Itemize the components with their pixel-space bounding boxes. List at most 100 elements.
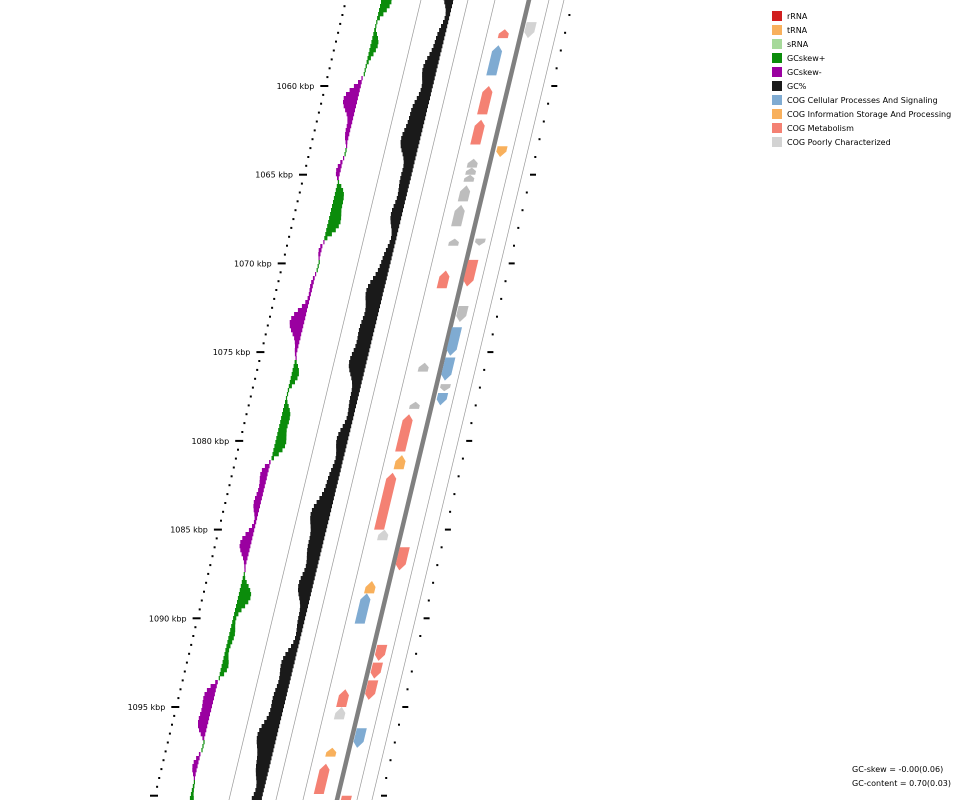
gc-content-bar [325,484,337,489]
gc-skew-negative-bar [203,696,214,701]
position-ticks [150,5,571,797]
gene-arrow [465,167,477,175]
gc-content-bar [349,400,357,405]
gc-content-bar [361,320,377,325]
gc-skew-negative-bar [255,496,262,501]
gene-feature [524,22,537,39]
minor-tick [232,466,235,469]
gc-skew-positive-bar [278,428,287,433]
inner-tick [483,368,486,371]
gc-content-bar [347,412,355,417]
stats-panel: GC-skew = -0.00(0.06) GC-content = 0.70(… [852,763,951,791]
gc-skew-negative-bar [294,340,300,345]
inner-tick [496,315,498,318]
gc-skew-positive-bar [275,440,287,445]
gc-content-bar [444,0,453,5]
gc-content-bar [402,152,417,157]
minor-tick [313,129,316,132]
gc-skew-positive-bar [284,404,289,409]
gc-skew-negative-bar [254,512,258,517]
gc-skew-positive-bar [272,452,279,457]
minor-tick [203,590,205,593]
legend: rRNA tRNA sRNA GCskew+ GCskew- GC% COG Cellula… [772,9,951,149]
minor-tick [305,164,308,167]
gene-feature [486,45,503,76]
gc-skew-negative-bar [245,532,254,537]
inner-tick [381,794,387,797]
gc-content-bar [400,176,411,181]
gc-skew-positive-bar [233,616,237,621]
gc-content-bar [422,80,434,85]
gc-content-bar [261,724,280,729]
inner-tick [487,351,494,354]
gc-content-bar [356,340,372,345]
gene-arrow [325,747,337,757]
track-guide-lines [228,0,565,800]
inner-tick [385,777,388,779]
gene-arrow [496,146,508,157]
gc-skew-positive-bar [365,64,367,69]
inner-tick [508,262,515,265]
gc-skew-positive-bar [334,192,344,197]
gene-feature [336,689,349,708]
gc-content-bar [431,48,442,53]
minor-tick [158,777,161,779]
gc-content-bar [255,768,269,773]
gene-feature [497,29,509,39]
gene-arrow [440,384,451,392]
gc-skew-negative-bar [347,116,354,121]
gc-skew-negative-bar [353,84,361,89]
minor-tick [185,661,188,664]
gc-skew-negative-bar [297,308,307,313]
position-label: 1085 kbp [170,526,208,535]
gc-skew-negative-bar [310,284,313,289]
gene-arrow [365,680,379,700]
gc-skew-positive-bar [190,792,194,797]
gc-skew-negative-bar [335,172,340,177]
gc-skew-negative-bar [258,488,264,493]
gc-skew-positive-bar [229,632,235,637]
minor-tick [245,413,248,416]
gc-skew-positive-bar [329,216,342,221]
gc-content-bar [422,68,437,73]
gc-content-bar [307,544,323,549]
gc-skew-negative-bar [345,140,348,145]
gc-content-bar [328,476,339,481]
minor-tick [343,5,346,8]
legend-label: GCskew+ [787,53,826,63]
gc-skew-negative-bar [202,700,213,705]
inner-tick [393,741,396,744]
gc-content-bar [357,336,373,341]
inner-tick [538,138,541,141]
major-tick [256,351,265,354]
gene-arrow [408,401,420,409]
gc-skew-positive-bar [318,260,320,265]
gc-content-bar [279,676,291,681]
gene-feature [446,327,462,356]
gene-feature [451,204,465,227]
legend-item: tRNA [772,23,951,37]
inner-tick [521,209,524,212]
inner-tick [436,564,439,567]
minor-tick [215,537,218,540]
gc-skew-positive-bar [345,148,347,153]
gc-content-bar [401,172,412,177]
minor-tick [320,102,323,105]
legend-swatch [772,53,782,63]
gc-content-bar [350,392,359,397]
inner-tick [444,528,451,531]
gc-content-bar [350,356,368,361]
gene-feature [436,393,449,406]
guide-line [228,0,422,800]
gc-skew-positive-bar [335,188,344,193]
minor-tick [171,723,173,726]
gene-arrow [463,259,479,287]
gc-skew-positive-bar [293,364,298,369]
inner-tick [547,102,550,105]
inner-tick [457,475,460,478]
gc-content-bar [407,120,425,125]
gc-content-bar [390,220,401,225]
gc-content-bar [293,640,300,645]
legend-label: sRNA [787,39,809,49]
gc-content-bar [414,100,429,105]
